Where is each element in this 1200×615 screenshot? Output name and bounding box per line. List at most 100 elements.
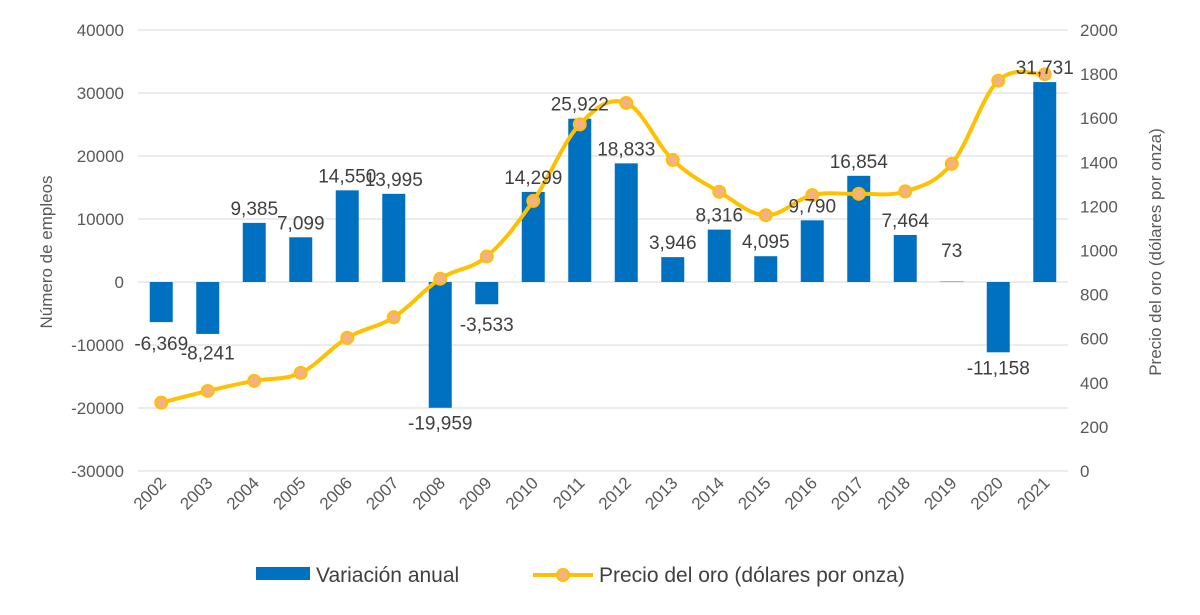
left-tick-label: 0 bbox=[115, 273, 124, 292]
x-tick-label: 2005 bbox=[269, 473, 309, 513]
left-tick-label: 30000 bbox=[77, 84, 124, 103]
bar-data-label: -11,158 bbox=[967, 358, 1030, 379]
line-point bbox=[851, 186, 866, 201]
bar bbox=[614, 163, 638, 282]
bar-data-label: 9,790 bbox=[788, 196, 836, 217]
legend: Variación anual Precio del oro (dólares … bbox=[256, 564, 905, 587]
bar-data-label: 7,464 bbox=[881, 211, 929, 232]
bar-data-label: -6,369 bbox=[134, 334, 188, 355]
legend-bar-swatch bbox=[256, 567, 310, 580]
x-tick-label: 2011 bbox=[549, 473, 588, 512]
bar-data-label: 3,946 bbox=[649, 233, 697, 254]
x-tick-label: 2013 bbox=[641, 473, 681, 513]
left-tick-label: 40000 bbox=[77, 21, 124, 40]
line-point bbox=[526, 193, 541, 208]
line-series bbox=[154, 67, 1052, 410]
right-tick-label: 1000 bbox=[1080, 242, 1118, 261]
left-tick-label: -20000 bbox=[71, 399, 124, 418]
x-tick-label: 2009 bbox=[455, 473, 495, 513]
bar bbox=[335, 190, 359, 282]
bar-data-label: 31,731 bbox=[1016, 58, 1074, 79]
line-point bbox=[944, 156, 959, 171]
right-tick-label: 200 bbox=[1080, 418, 1108, 437]
x-tick-label: 2015 bbox=[734, 473, 774, 513]
bar bbox=[568, 118, 592, 282]
bar bbox=[382, 193, 406, 282]
bar-data-label: 16,854 bbox=[830, 152, 889, 173]
left-axis-title: Número de empleos bbox=[37, 175, 56, 328]
bar-data-label: 25,922 bbox=[551, 95, 609, 116]
x-tick-label: 2008 bbox=[409, 473, 449, 513]
bar bbox=[1033, 82, 1057, 283]
right-tick-label: 2000 bbox=[1080, 21, 1118, 40]
bar-data-label: 13,995 bbox=[365, 170, 423, 191]
line-point bbox=[154, 395, 169, 410]
bar-data-label: 73 bbox=[941, 241, 962, 262]
bar-data-label: 7,099 bbox=[277, 213, 325, 234]
x-tick-label: 2004 bbox=[223, 473, 263, 513]
bar-data-label: 14,550 bbox=[318, 166, 376, 187]
bar bbox=[661, 257, 685, 282]
x-tick-label: 2014 bbox=[688, 473, 728, 513]
left-axis-ticks: -30000 -20000 -10000 0 10000 20000 30000 40000 bbox=[71, 21, 124, 481]
line-point bbox=[200, 383, 215, 398]
line-point bbox=[991, 73, 1006, 88]
x-tick-label: 2020 bbox=[967, 473, 1007, 513]
line-point bbox=[619, 95, 634, 110]
right-axis-ticks: 0 200 400 600 800 1000 1200 1400 1600 1800 2000 bbox=[1080, 21, 1118, 481]
x-tick-label: 2010 bbox=[502, 473, 542, 513]
right-tick-label: 1200 bbox=[1080, 197, 1118, 216]
line-point bbox=[572, 117, 587, 132]
x-tick-label: 2002 bbox=[130, 473, 170, 513]
bar-data-label: 9,385 bbox=[230, 199, 278, 220]
bar bbox=[521, 191, 545, 282]
line-point bbox=[479, 249, 494, 264]
line-point bbox=[898, 184, 913, 199]
line-point bbox=[247, 373, 262, 388]
line-point bbox=[340, 330, 355, 345]
right-tick-label: 0 bbox=[1080, 462, 1089, 481]
x-tick-label: 2017 bbox=[827, 473, 867, 513]
x-tick-label: 2007 bbox=[362, 473, 402, 513]
x-tick-label: 2018 bbox=[874, 473, 914, 513]
bar bbox=[196, 282, 220, 334]
bar-data-label: -19,959 bbox=[408, 414, 472, 435]
bar bbox=[847, 175, 871, 282]
x-tick-label: 2012 bbox=[595, 473, 635, 513]
line-point bbox=[293, 365, 308, 380]
bar-data-label: 14,299 bbox=[504, 168, 562, 189]
legend-line-marker bbox=[556, 568, 570, 582]
bar-data-label: 8,316 bbox=[695, 206, 743, 227]
x-tick-label: 2016 bbox=[781, 473, 821, 513]
line-point bbox=[665, 152, 680, 167]
left-tick-label: 10000 bbox=[77, 210, 124, 229]
x-tick-label: 2006 bbox=[316, 473, 356, 513]
bar bbox=[707, 229, 731, 282]
right-axis-title: Precio del oro (dólares por onza) bbox=[1146, 128, 1165, 376]
line-point bbox=[386, 310, 401, 325]
bar bbox=[428, 282, 452, 408]
legend-bar-label: Variación anual bbox=[316, 564, 459, 587]
bar-series bbox=[149, 82, 1057, 408]
bar bbox=[986, 282, 1010, 353]
bar-data-label: 4,095 bbox=[742, 232, 790, 253]
right-tick-label: 600 bbox=[1080, 330, 1108, 349]
right-tick-label: 800 bbox=[1080, 286, 1108, 305]
x-tick-label: 2019 bbox=[920, 473, 960, 513]
x-tick-label: 2003 bbox=[176, 473, 216, 513]
x-tick-label: 2021 bbox=[1013, 473, 1053, 513]
bar bbox=[800, 220, 824, 282]
bar-data-label: -3,533 bbox=[460, 315, 514, 336]
left-tick-label: -10000 bbox=[71, 336, 124, 355]
line-point bbox=[758, 208, 773, 223]
line-point bbox=[712, 184, 727, 199]
bar bbox=[754, 256, 778, 282]
x-axis-ticks: 2002 2003 2004 2005 2006 2007 2008 2009 2010 2011… bbox=[130, 473, 1054, 513]
right-tick-label: 400 bbox=[1080, 374, 1108, 393]
line-point bbox=[805, 188, 820, 203]
right-tick-label: 1800 bbox=[1080, 65, 1118, 84]
legend-line-label: Precio del oro (dólares por onza) bbox=[599, 564, 905, 587]
bar bbox=[242, 222, 266, 282]
